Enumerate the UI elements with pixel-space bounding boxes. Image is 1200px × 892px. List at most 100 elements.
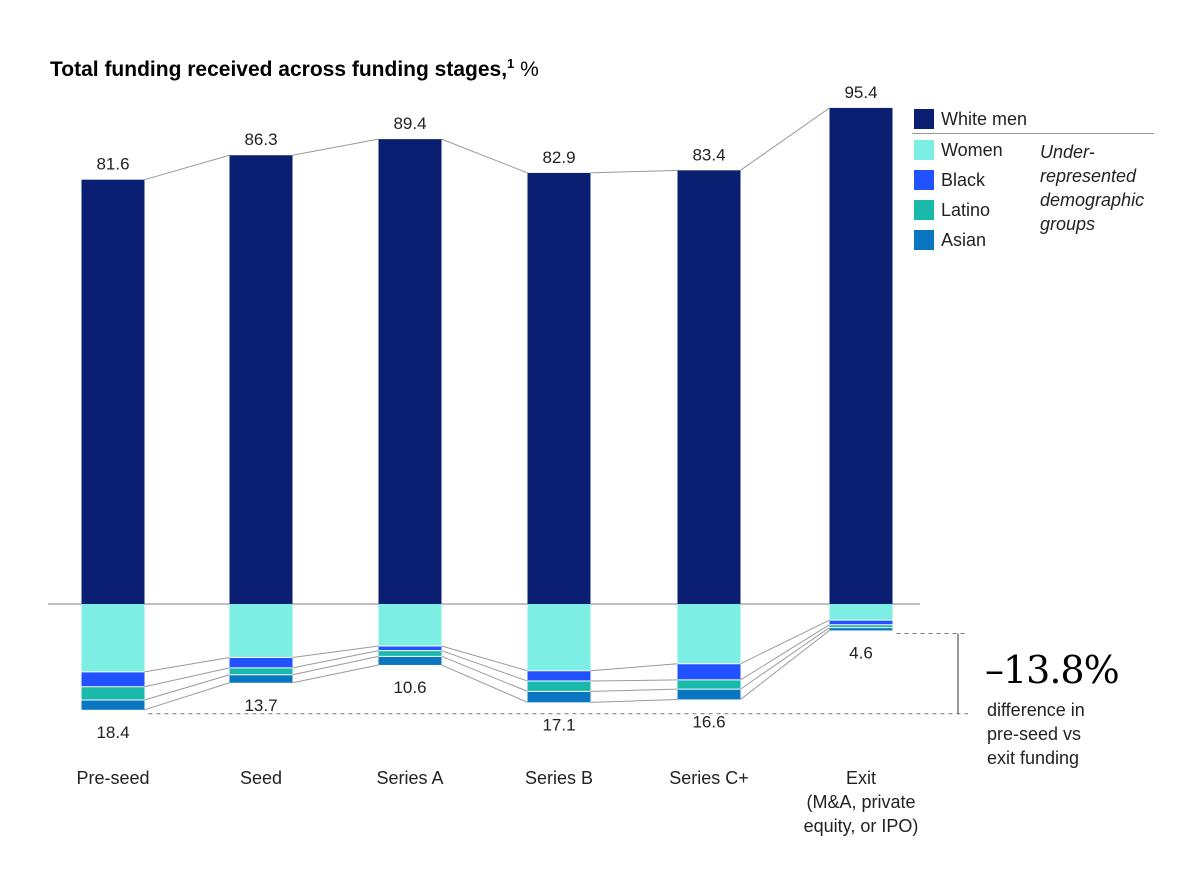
category-label-exit: Exit (M&A, private equity, or IPO) [804, 768, 919, 836]
text-line: difference in [987, 700, 1085, 720]
value-label-white-men: 83.4 [692, 145, 725, 164]
difference-caption: difference in pre-seed vs exit funding [987, 698, 1127, 770]
legend-label: Latino [941, 199, 991, 220]
legend-label: White men [941, 108, 1028, 129]
segment-connector-line [144, 682, 230, 711]
category-label-seed: Seed [240, 768, 282, 788]
segment-connector-line [590, 679, 678, 682]
bar-black-seed [229, 657, 293, 668]
top-connector-line [441, 138, 528, 174]
bar-latino-seed [229, 667, 293, 675]
legend-item-latino: Latino [914, 199, 990, 221]
top-connector-line [740, 107, 830, 171]
value-label-white-men: 95.4 [844, 83, 877, 102]
legend-swatch [914, 140, 934, 160]
value-label-underrepresented-total: 17.1 [542, 715, 575, 734]
legend-swatch [914, 109, 934, 129]
text-line: exit funding [987, 748, 1080, 768]
bar-black-series-c [677, 663, 741, 680]
legend-swatch [914, 170, 934, 190]
bar-white-men-series-a [378, 139, 442, 604]
bar-black-exit [829, 620, 893, 625]
bar-white-men-series-c [677, 170, 741, 604]
category-label-series-a: Series A [376, 768, 443, 788]
title-unit: % [520, 58, 539, 81]
segment-connector-line [590, 663, 678, 672]
value-label-underrepresented-total: 18.4 [96, 723, 129, 742]
top-connector-line [292, 138, 379, 156]
value-label-white-men: 86.3 [244, 130, 277, 149]
legend-item-black: Black [914, 169, 985, 191]
top-connector-line [144, 154, 230, 181]
value-label-underrepresented-total: 13.7 [244, 696, 277, 715]
bar-latino-exit [829, 624, 893, 628]
bar-latino-series-b [527, 681, 591, 692]
legend-swatch [914, 200, 934, 220]
bar-white-men-series-b [527, 172, 591, 605]
bar-asian-pre-seed [81, 700, 145, 710]
bar-latino-pre-seed [81, 686, 145, 701]
bar-black-pre-seed [81, 671, 145, 687]
value-label-white-men: 81.6 [96, 155, 129, 174]
text-line: pre-seed vs [987, 724, 1082, 744]
segment-connector-line [292, 650, 379, 669]
bar-latino-series-c [677, 679, 741, 690]
bar-black-series-a [378, 645, 442, 651]
bar-latino-series-a [378, 650, 442, 657]
segment-connector-line [441, 645, 528, 672]
category-label-series-b: Series B [525, 768, 593, 788]
bar-women-series-c [677, 604, 741, 664]
bar-white-men-exit [829, 107, 893, 605]
legend-label: Asian [941, 229, 987, 250]
legend-label: Women [941, 139, 1003, 160]
segment-connector-line [441, 664, 528, 703]
segment-connector-line [144, 674, 230, 701]
bar-women-series-b [527, 604, 591, 671]
bar-asian-series-a [378, 656, 442, 665]
segment-connector-line [590, 698, 678, 703]
legend-swatch [914, 230, 934, 250]
bar-black-series-b [527, 670, 591, 682]
bar-white-men-seed [229, 155, 293, 605]
legend-divider [912, 133, 1154, 134]
bar-white-men-pre-seed [81, 179, 145, 604]
value-label-underrepresented-total: 4.6 [849, 643, 873, 662]
segment-connector-line [590, 688, 678, 692]
value-label-underrepresented-total: 16.6 [692, 712, 725, 731]
category-label-pre-seed: Pre-seed [76, 768, 149, 788]
category-label-series-c: Series C+ [669, 768, 749, 788]
text-line: represented [1040, 166, 1137, 186]
segment-connector-line [441, 650, 528, 682]
bar-women-series-a [378, 604, 442, 646]
segment-connector-line [292, 664, 379, 684]
legend-item-asian: Asian [914, 229, 986, 251]
bar-asian-seed [229, 674, 293, 683]
text-line: demographic [1040, 190, 1145, 210]
underrepresented-group-label: Under-represented demographic groups [1040, 140, 1190, 236]
bar-women-pre-seed [81, 604, 145, 672]
segment-connector-line [740, 619, 830, 665]
title-footnote-marker: 1 [507, 56, 515, 71]
text-line: Under- [1040, 142, 1095, 162]
segment-connector-line [292, 645, 379, 658]
bar-asian-series-c [677, 689, 741, 700]
value-label-white-men: 89.4 [393, 114, 426, 133]
value-label-underrepresented-total: 10.6 [393, 678, 426, 697]
segment-connector-line [441, 655, 528, 692]
text-line: groups [1040, 214, 1096, 234]
segment-connector-line [292, 655, 379, 676]
bar-women-seed [229, 604, 293, 658]
legend-label: Black [941, 169, 986, 190]
value-label-white-men: 82.9 [542, 148, 575, 167]
legend-item-women: Women [914, 139, 1003, 161]
difference-value: –13.8% [985, 648, 1120, 692]
top-connector-line [590, 169, 678, 174]
segment-connector-line [740, 630, 830, 700]
bar-asian-series-b [527, 691, 591, 703]
chart-title-text: Total funding received across funding st… [50, 58, 508, 81]
bar-asian-exit [829, 627, 893, 631]
legend-item-white-men: White men [914, 108, 1027, 130]
bar-women-exit [829, 604, 893, 621]
segment-connector-line [144, 656, 230, 673]
